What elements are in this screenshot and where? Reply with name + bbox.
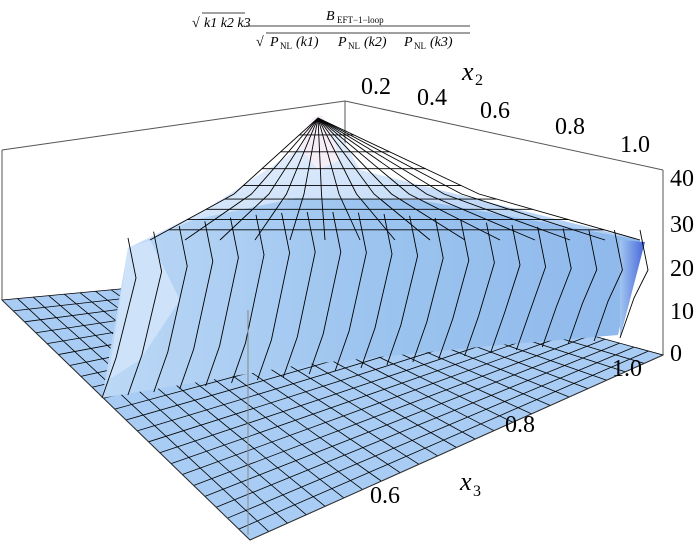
x3-axis-label: x [459, 467, 472, 496]
surface-wall-line [386, 215, 419, 366]
x3-tick-2: 1.0 [612, 356, 642, 382]
floor-grid-line [170, 326, 562, 465]
title-den-arg2: (k2) [364, 35, 387, 50]
surface-top-line [317, 117, 536, 241]
x2-tick-0: 0.2 [361, 74, 391, 100]
surface-top-line [184, 117, 319, 241]
floor-grid-line [204, 338, 606, 497]
surface-top [128, 118, 640, 248]
x3-axis-label-sub: 3 [473, 483, 481, 500]
surface-top-line [317, 117, 361, 241]
surface-wall-line [412, 217, 444, 363]
surface-wall-line [541, 228, 572, 348]
surface-wall-line [153, 225, 188, 393]
surface-wall-line [490, 224, 521, 354]
title-den-sub3: NL [414, 41, 426, 51]
surface-top-line [149, 117, 319, 241]
z-axis: 40 30 20 10 0 [670, 166, 694, 367]
x3-axis: 1.0 0.8 0.6 x 3 [370, 356, 642, 509]
floor-grid-line [216, 342, 620, 508]
title-den-sub1: NL [280, 41, 292, 51]
surface-top-line [317, 117, 431, 241]
surface-wall-line [101, 237, 137, 399]
surface-wall-line [619, 229, 649, 339]
surface-top-line [219, 117, 319, 241]
surface-wall-line [231, 214, 265, 384]
x2-axis-label: x [461, 57, 474, 86]
x2-axis-label-sub: 2 [475, 72, 483, 89]
surface-wall-line [205, 217, 239, 387]
svg-text:√: √ [256, 35, 264, 50]
surface-wall-line [464, 222, 495, 357]
x3-tick-0: 0.6 [370, 483, 400, 509]
floor-grid-line [227, 346, 635, 519]
surface-top-line [317, 117, 501, 241]
surface-wall-line [567, 229, 598, 345]
surface-mesh [101, 117, 649, 399]
title-numerator: B [326, 9, 335, 24]
title-den-arg1: (k1) [296, 35, 319, 50]
surface-wall-line [360, 213, 393, 369]
box-front [1, 299, 664, 541]
surface-right-face [620, 240, 645, 338]
x2-tick-2: 0.6 [480, 98, 510, 124]
surface-top-line [317, 117, 466, 241]
title-den-p3: P [403, 35, 413, 50]
surface-wall-line [282, 211, 316, 378]
surface-top-line [289, 117, 319, 241]
title-den-sub2: NL [348, 41, 360, 51]
title-prefix: k1 k2 k3 [204, 16, 251, 31]
x3-tick-1: 0.8 [505, 412, 535, 438]
floor-grid-line [193, 334, 591, 486]
chart-title: √ k1 k2 k3 B EFT−1−loop √ P NL (k1) P NL… [192, 9, 470, 51]
title-den-arg3: (k3) [430, 35, 453, 50]
z-tick-3: 30 [670, 212, 694, 238]
surface-peak-glow [300, 115, 340, 170]
surface-wall-line [127, 231, 163, 396]
z-tick-4: 40 [670, 166, 694, 192]
surface-top-line [254, 117, 319, 241]
title-den-p1: P [269, 35, 279, 50]
surface-wall-line [438, 220, 470, 360]
surface-top-line [317, 117, 641, 241]
surface-top-line [317, 117, 326, 241]
surface-top-line [317, 117, 396, 241]
x2-tick-1: 0.4 [417, 85, 447, 111]
surface-wall-line [256, 212, 291, 381]
surface-wall-line [515, 226, 547, 351]
floor-grid-line [238, 350, 649, 530]
surface-wall-line [593, 229, 623, 342]
z-tick-0: 0 [670, 341, 682, 367]
z-tick-1: 10 [670, 299, 694, 325]
surface-wall-line [334, 212, 367, 372]
title-den-p2: P [337, 35, 347, 50]
title-numerator-sub: EFT−1−loop [337, 15, 384, 25]
z-tick-2: 20 [670, 256, 694, 282]
x2-tick-3: 0.8 [555, 114, 585, 140]
surface-top-line [317, 117, 571, 241]
surface-wall-line [179, 221, 214, 390]
svg-text:√: √ [192, 16, 200, 31]
surface-top-line [317, 117, 606, 241]
x2-axis: 0.2 0.4 0.6 0.8 1.0 x 2 [361, 57, 650, 158]
surface-left-fold [108, 240, 180, 380]
x2-tick-4: 1.0 [620, 132, 650, 158]
surface-wall-line [308, 211, 342, 375]
